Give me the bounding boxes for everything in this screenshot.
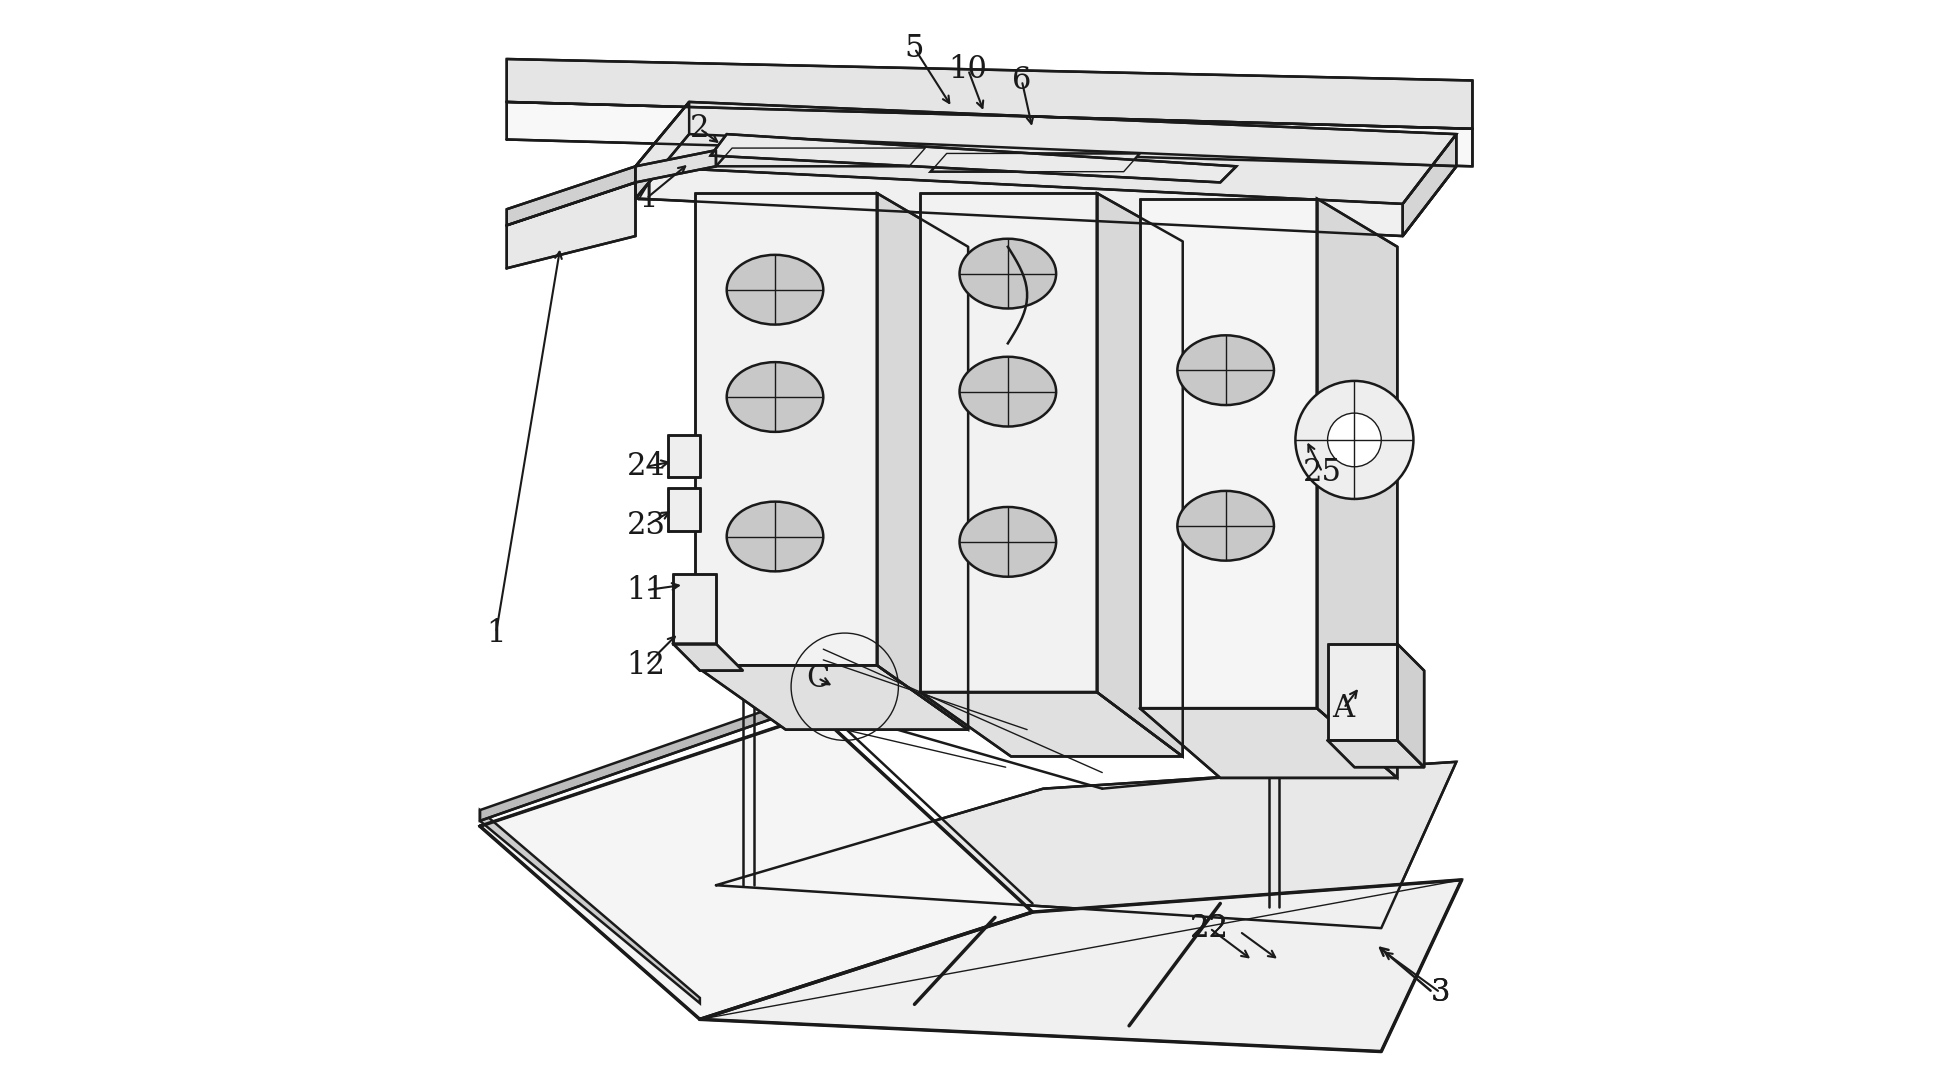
Text: 12: 12 — [627, 650, 666, 680]
Polygon shape — [506, 59, 1472, 129]
Ellipse shape — [1178, 491, 1273, 560]
Text: 4: 4 — [637, 183, 656, 214]
Text: C: C — [806, 663, 829, 693]
Text: A: A — [1332, 693, 1355, 723]
Circle shape — [1295, 381, 1414, 499]
Polygon shape — [506, 182, 635, 268]
Polygon shape — [506, 102, 1472, 166]
Ellipse shape — [960, 356, 1055, 426]
Polygon shape — [668, 435, 699, 477]
Text: 24: 24 — [627, 452, 666, 482]
Polygon shape — [479, 810, 699, 1003]
Polygon shape — [479, 714, 1032, 1019]
Polygon shape — [1316, 199, 1398, 778]
Polygon shape — [1139, 199, 1316, 708]
Text: 2: 2 — [689, 114, 709, 144]
Polygon shape — [716, 148, 925, 166]
Text: 25: 25 — [1303, 457, 1341, 487]
Polygon shape — [695, 193, 876, 665]
Ellipse shape — [960, 239, 1055, 309]
Polygon shape — [674, 644, 744, 671]
Polygon shape — [635, 102, 1456, 204]
Polygon shape — [695, 665, 968, 730]
Polygon shape — [674, 574, 716, 644]
Polygon shape — [635, 150, 716, 182]
Text: 3: 3 — [1431, 978, 1451, 1008]
Polygon shape — [1402, 134, 1456, 236]
Text: 1: 1 — [487, 618, 506, 648]
Polygon shape — [1139, 708, 1398, 778]
Polygon shape — [919, 692, 1182, 756]
Ellipse shape — [960, 508, 1055, 577]
Polygon shape — [1328, 740, 1423, 767]
Polygon shape — [931, 153, 1139, 172]
Polygon shape — [919, 193, 1096, 692]
Polygon shape — [711, 134, 1236, 182]
Polygon shape — [1328, 644, 1398, 740]
Text: 5: 5 — [905, 33, 925, 63]
Polygon shape — [1398, 644, 1423, 767]
Circle shape — [1328, 413, 1380, 467]
Polygon shape — [699, 880, 1462, 1052]
Text: 3: 3 — [1431, 978, 1451, 1008]
Polygon shape — [1096, 193, 1182, 756]
Text: 22: 22 — [1190, 913, 1229, 943]
Ellipse shape — [726, 502, 824, 571]
Polygon shape — [876, 193, 968, 730]
Polygon shape — [668, 488, 699, 531]
Ellipse shape — [726, 363, 824, 431]
Polygon shape — [635, 134, 1456, 236]
Text: 22: 22 — [1190, 913, 1229, 943]
Polygon shape — [716, 762, 1456, 928]
Ellipse shape — [1178, 335, 1273, 405]
Ellipse shape — [726, 255, 824, 324]
Polygon shape — [479, 692, 818, 821]
Polygon shape — [635, 102, 689, 199]
Polygon shape — [506, 166, 635, 225]
Text: 6: 6 — [1012, 65, 1032, 95]
Text: 10: 10 — [948, 55, 987, 85]
Text: 11: 11 — [627, 575, 666, 605]
Text: 23: 23 — [627, 511, 666, 541]
